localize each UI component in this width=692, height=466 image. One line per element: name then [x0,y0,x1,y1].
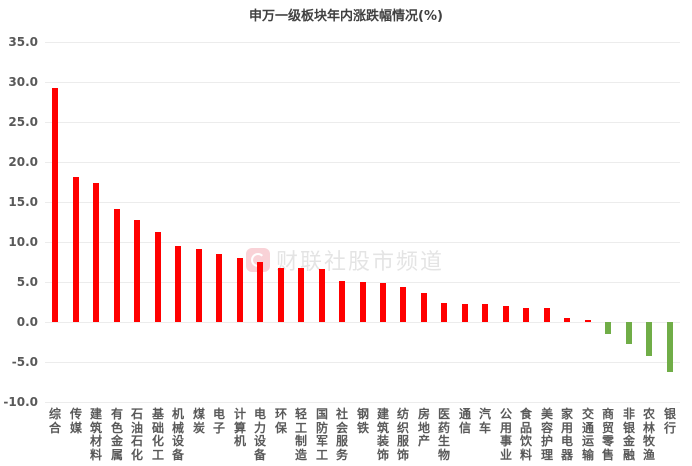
bar [523,308,529,322]
y-tick-label: 30.0 [8,75,38,89]
bar [360,282,366,322]
gridline [45,42,680,43]
bar [482,304,488,322]
gridline [45,82,680,83]
bar [564,318,570,322]
chart-title: 申万一级板块年内涨跌幅情况(%) [249,9,443,24]
x-tick-label: 电力设备 [253,407,266,462]
x-tick-label: 轻工制造 [294,407,307,462]
bar [257,262,263,322]
y-tick-label: 20.0 [8,155,38,169]
bar [605,322,611,334]
bar [196,249,202,322]
x-tick-label: 机械设备 [171,407,184,462]
x-tick-label: 公用事业 [499,407,512,462]
x-tick-label: 汽车 [478,407,491,435]
gridline [45,362,680,363]
gridline [45,402,680,403]
bar [52,88,58,322]
x-tick-label: 钢铁 [356,407,369,435]
bar [73,177,79,322]
x-tick-label: 食品饮料 [519,407,532,462]
x-tick-label: 家用电器 [560,407,573,462]
bar [462,304,468,322]
bar [175,246,181,322]
y-tick-label: 10.0 [8,235,38,249]
x-tick-label: 商贸零售 [601,407,614,462]
y-tick-label: 25.0 [8,115,38,129]
x-tick-label: 有色金属 [110,407,123,462]
bar [441,303,447,322]
x-tick-label: 综合 [48,407,61,435]
gridline [45,242,680,243]
x-tick-label: 环保 [274,407,287,435]
bar [155,232,161,322]
x-tick-label: 医药生物 [437,407,450,462]
y-tick-label: 5.0 [16,275,38,289]
x-tick-label: 传媒 [69,407,82,435]
bar [544,308,550,322]
gridline [45,202,680,203]
bar [134,220,140,322]
x-tick-label: 美容护理 [540,407,553,462]
x-tick-label: 非银金融 [622,407,635,462]
x-tick-label: 石油石化 [130,407,143,462]
bar [503,306,509,322]
x-tick-label: 计算机 [233,407,246,448]
bar [400,287,406,322]
x-tick-label: 国防军工 [315,407,328,462]
bar [339,281,345,322]
x-tick-label: 通信 [458,407,471,435]
x-tick-label: 社会服务 [335,407,348,462]
bar [93,183,99,322]
x-tick-label: 电子 [212,407,225,435]
x-tick-label: 房地产 [417,407,430,448]
bar [585,320,591,322]
bar [646,322,652,356]
bar [114,209,120,322]
x-tick-label: 农林牧渔 [642,407,655,462]
y-tick-label: 15.0 [8,195,38,209]
y-tick-label: 0.0 [16,315,38,329]
x-tick-label: 交通运输 [581,407,594,462]
bar [216,254,222,322]
gridline [45,322,680,323]
y-tick-label: -5.0 [11,355,38,369]
y-tick-label: 35.0 [8,35,38,49]
watermark: 财联社股市频道 [246,247,444,275]
bar [278,268,284,322]
bar [667,322,673,372]
x-tick-label: 基础化工 [151,407,164,462]
bar [626,322,632,344]
bar [237,258,243,322]
gridline [45,122,680,123]
x-tick-label: 煤炭 [192,407,205,435]
x-tick-label: 纺织服饰 [396,407,409,462]
gridline [45,162,680,163]
bar [421,293,427,322]
bar [380,283,386,322]
x-tick-label: 建筑材料 [89,407,102,462]
y-tick-label: -10.0 [3,395,38,409]
x-tick-label: 银行 [663,407,676,435]
bar [319,269,325,322]
bar [298,268,304,322]
x-tick-label: 建筑装饰 [376,407,389,462]
